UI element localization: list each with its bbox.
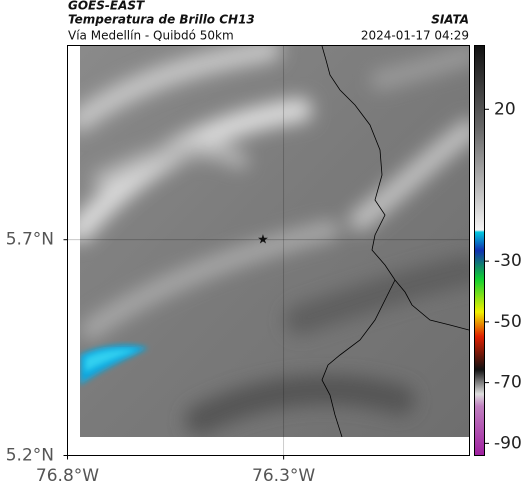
x-tick-label: 76.8°W <box>36 466 99 486</box>
y-tick-label: 5.2°N <box>6 446 54 466</box>
product: Temperatura de Brillo CH13 <box>68 13 255 27</box>
timestamp: 2024-01-17 04:29 <box>361 29 469 43</box>
colorbar-tick-label: 20 <box>494 99 516 119</box>
colorbar-tick-label: -90 <box>494 433 522 453</box>
source: GOES-EAST <box>68 0 145 13</box>
colorbar <box>474 45 485 456</box>
colorbar-tick-label: -50 <box>494 312 522 332</box>
agency: SIATA <box>431 13 469 27</box>
x-tick-label: 76.3°W <box>252 466 315 486</box>
colorbar-tick-label: -70 <box>494 373 522 393</box>
route: Vía Medellín - Quibdó 50km <box>68 29 234 43</box>
map-frame <box>67 45 470 456</box>
colorbar-tick-label: -30 <box>494 251 522 271</box>
satellite-image <box>80 46 469 437</box>
y-tick-label: 5.7°N <box>6 230 54 250</box>
location-marker: ★ <box>257 233 269 248</box>
